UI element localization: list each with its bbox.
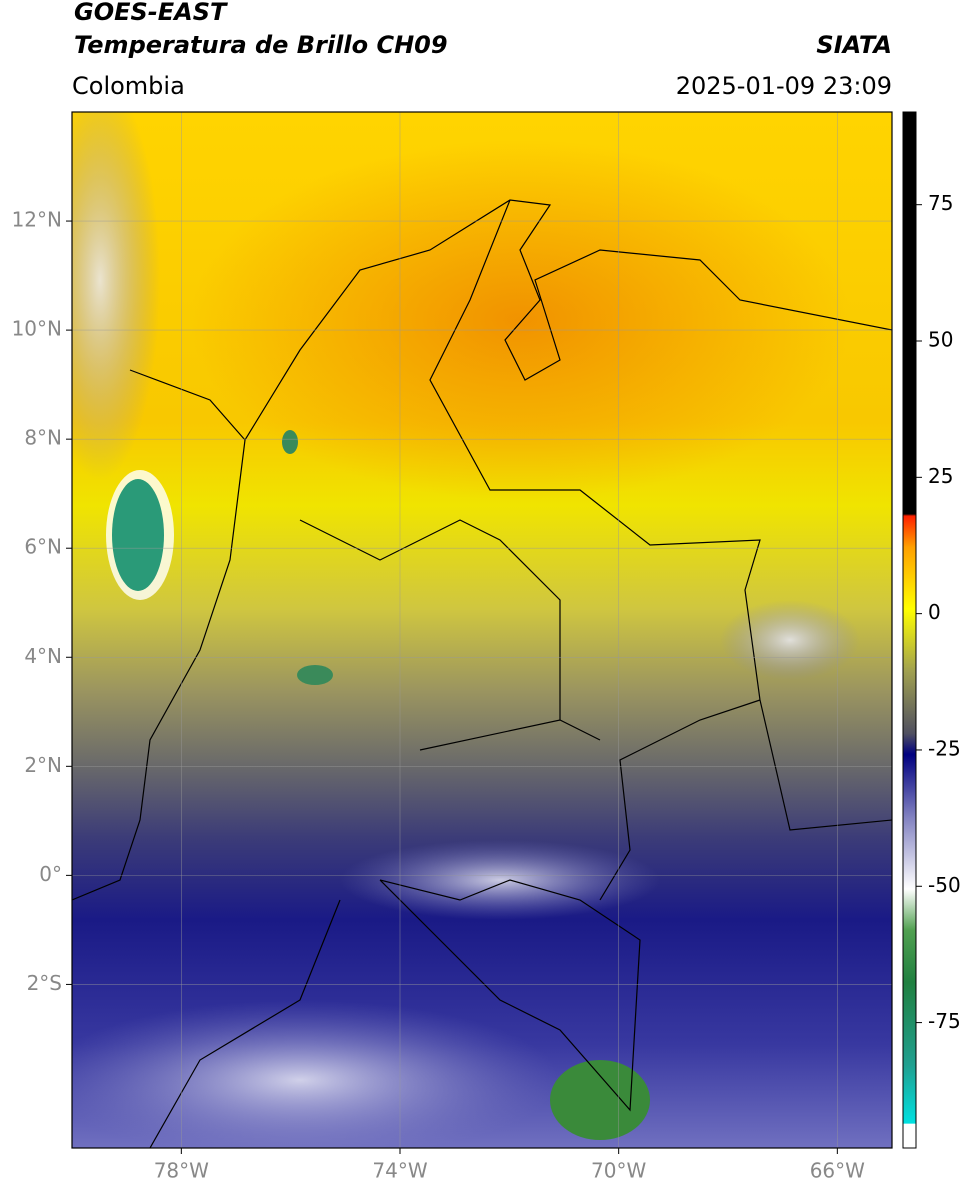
cold-top xyxy=(282,430,298,454)
x-tick-label: 74°W xyxy=(372,1159,427,1183)
cloud-area xyxy=(72,112,160,480)
y-tick-label: 4°N xyxy=(24,644,62,668)
y-tick-label: 8°N xyxy=(24,426,62,450)
cold-top xyxy=(297,665,333,685)
region: Colombia xyxy=(72,72,185,100)
cold-top xyxy=(112,479,164,591)
cloud-area xyxy=(720,600,860,680)
y-tick-label: 12°N xyxy=(12,208,62,232)
warm-area xyxy=(190,140,850,500)
colorbar-tick-label: -25 xyxy=(928,736,961,760)
subtitle: Temperatura de Brillo CH09 xyxy=(74,31,448,59)
cloud-area xyxy=(72,1000,560,1148)
y-tick-label: 2°S xyxy=(27,971,62,995)
department-border xyxy=(299,519,561,720)
cold-top xyxy=(550,1060,650,1140)
x-tick-label: 78°W xyxy=(154,1159,209,1183)
border-ecuador-peru xyxy=(149,899,341,1148)
borders xyxy=(72,199,892,1148)
map-frame xyxy=(71,111,893,1149)
y-tick-label: 6°N xyxy=(24,535,62,559)
x-tick-label: 70°W xyxy=(591,1159,646,1183)
colorbar-tick-label: 25 xyxy=(928,464,953,488)
border-venezuela xyxy=(429,199,892,831)
source: SIATA xyxy=(816,31,892,59)
colorbar xyxy=(902,111,917,1149)
grid xyxy=(72,112,892,1148)
y-tick-label: 2°N xyxy=(24,753,62,777)
border-peru-brazil xyxy=(379,879,641,1112)
datetime: 2025-01-09 23:09 xyxy=(676,72,892,100)
title: GOES-EAST xyxy=(74,0,228,26)
coastline xyxy=(129,199,892,442)
coastline-pacific xyxy=(72,439,246,901)
colorbar-tick-label: -75 xyxy=(928,1009,961,1033)
colorbar-tick-label: 0 xyxy=(928,600,941,624)
y-tick-label: 10°N xyxy=(12,317,62,341)
colorbar-tick-label: -50 xyxy=(928,873,961,897)
satellite-image xyxy=(72,112,892,1148)
y-tick-label: 0° xyxy=(39,862,62,886)
border-brazil xyxy=(599,699,761,901)
colorbar-tick-label: 50 xyxy=(928,328,953,352)
colorbar-tick-label: 75 xyxy=(928,191,953,215)
x-tick-label: 66°W xyxy=(810,1159,865,1183)
